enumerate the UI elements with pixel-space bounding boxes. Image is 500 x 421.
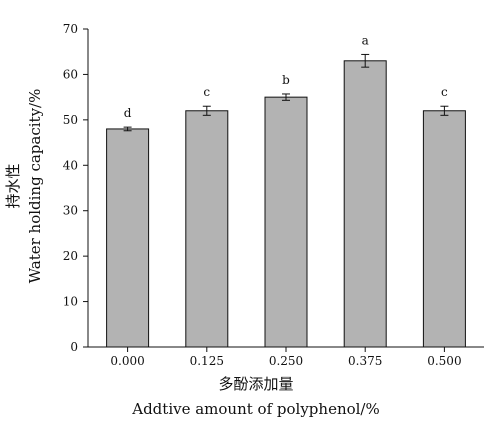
x-tick-label: 0.250 — [269, 354, 303, 368]
x-axis-title-en: Addtive amount of polyphenol/% — [131, 400, 380, 418]
significance-label-0.500: c — [441, 85, 448, 99]
significance-labels-group: d c b a c — [124, 33, 448, 120]
x-tick-label: 0.500 — [427, 354, 461, 368]
x-tick-label: 0.125 — [190, 354, 224, 368]
significance-label-0.000: d — [124, 106, 132, 120]
bar-0.125 — [185, 110, 229, 348]
x-axis-ticks: 0.000 0.125 0.250 0.375 0.500 — [110, 347, 462, 368]
x-tick-label: 0.000 — [110, 354, 144, 368]
y-axis-title-zh-wrapper: 持水性 — [4, 163, 22, 208]
significance-label-0.375: a — [362, 33, 369, 47]
y-tick-label: 50 — [63, 113, 78, 127]
bar-0.500 — [422, 110, 466, 348]
significance-label-0.125: c — [203, 85, 210, 99]
y-tick-label: 40 — [63, 158, 78, 172]
x-tick-label: 0.375 — [348, 354, 382, 368]
y-tick-label: 20 — [63, 249, 78, 263]
y-axis-ticks: 0 10 20 30 40 50 60 70 — [63, 22, 88, 354]
bar-0.000 — [106, 128, 150, 348]
y-axis-title-en: Water holding capacity/% — [26, 89, 44, 284]
error-bars-group — [123, 53, 449, 132]
y-axis-title-zh: 持水性 — [4, 163, 22, 208]
bar-0.375 — [343, 60, 387, 348]
significance-label-0.250: b — [282, 73, 290, 87]
y-tick-label: 10 — [63, 295, 78, 309]
bars-group — [106, 60, 466, 348]
bar-0.250 — [264, 96, 308, 348]
y-tick-label: 30 — [63, 204, 78, 218]
y-tick-label: 70 — [63, 22, 78, 36]
y-tick-label: 60 — [63, 67, 78, 81]
y-tick-label: 0 — [70, 340, 78, 354]
y-axis-title-en-wrapper: Water holding capacity/% — [26, 89, 44, 284]
x-axis-title-zh: 多酚添加量 — [218, 375, 293, 393]
